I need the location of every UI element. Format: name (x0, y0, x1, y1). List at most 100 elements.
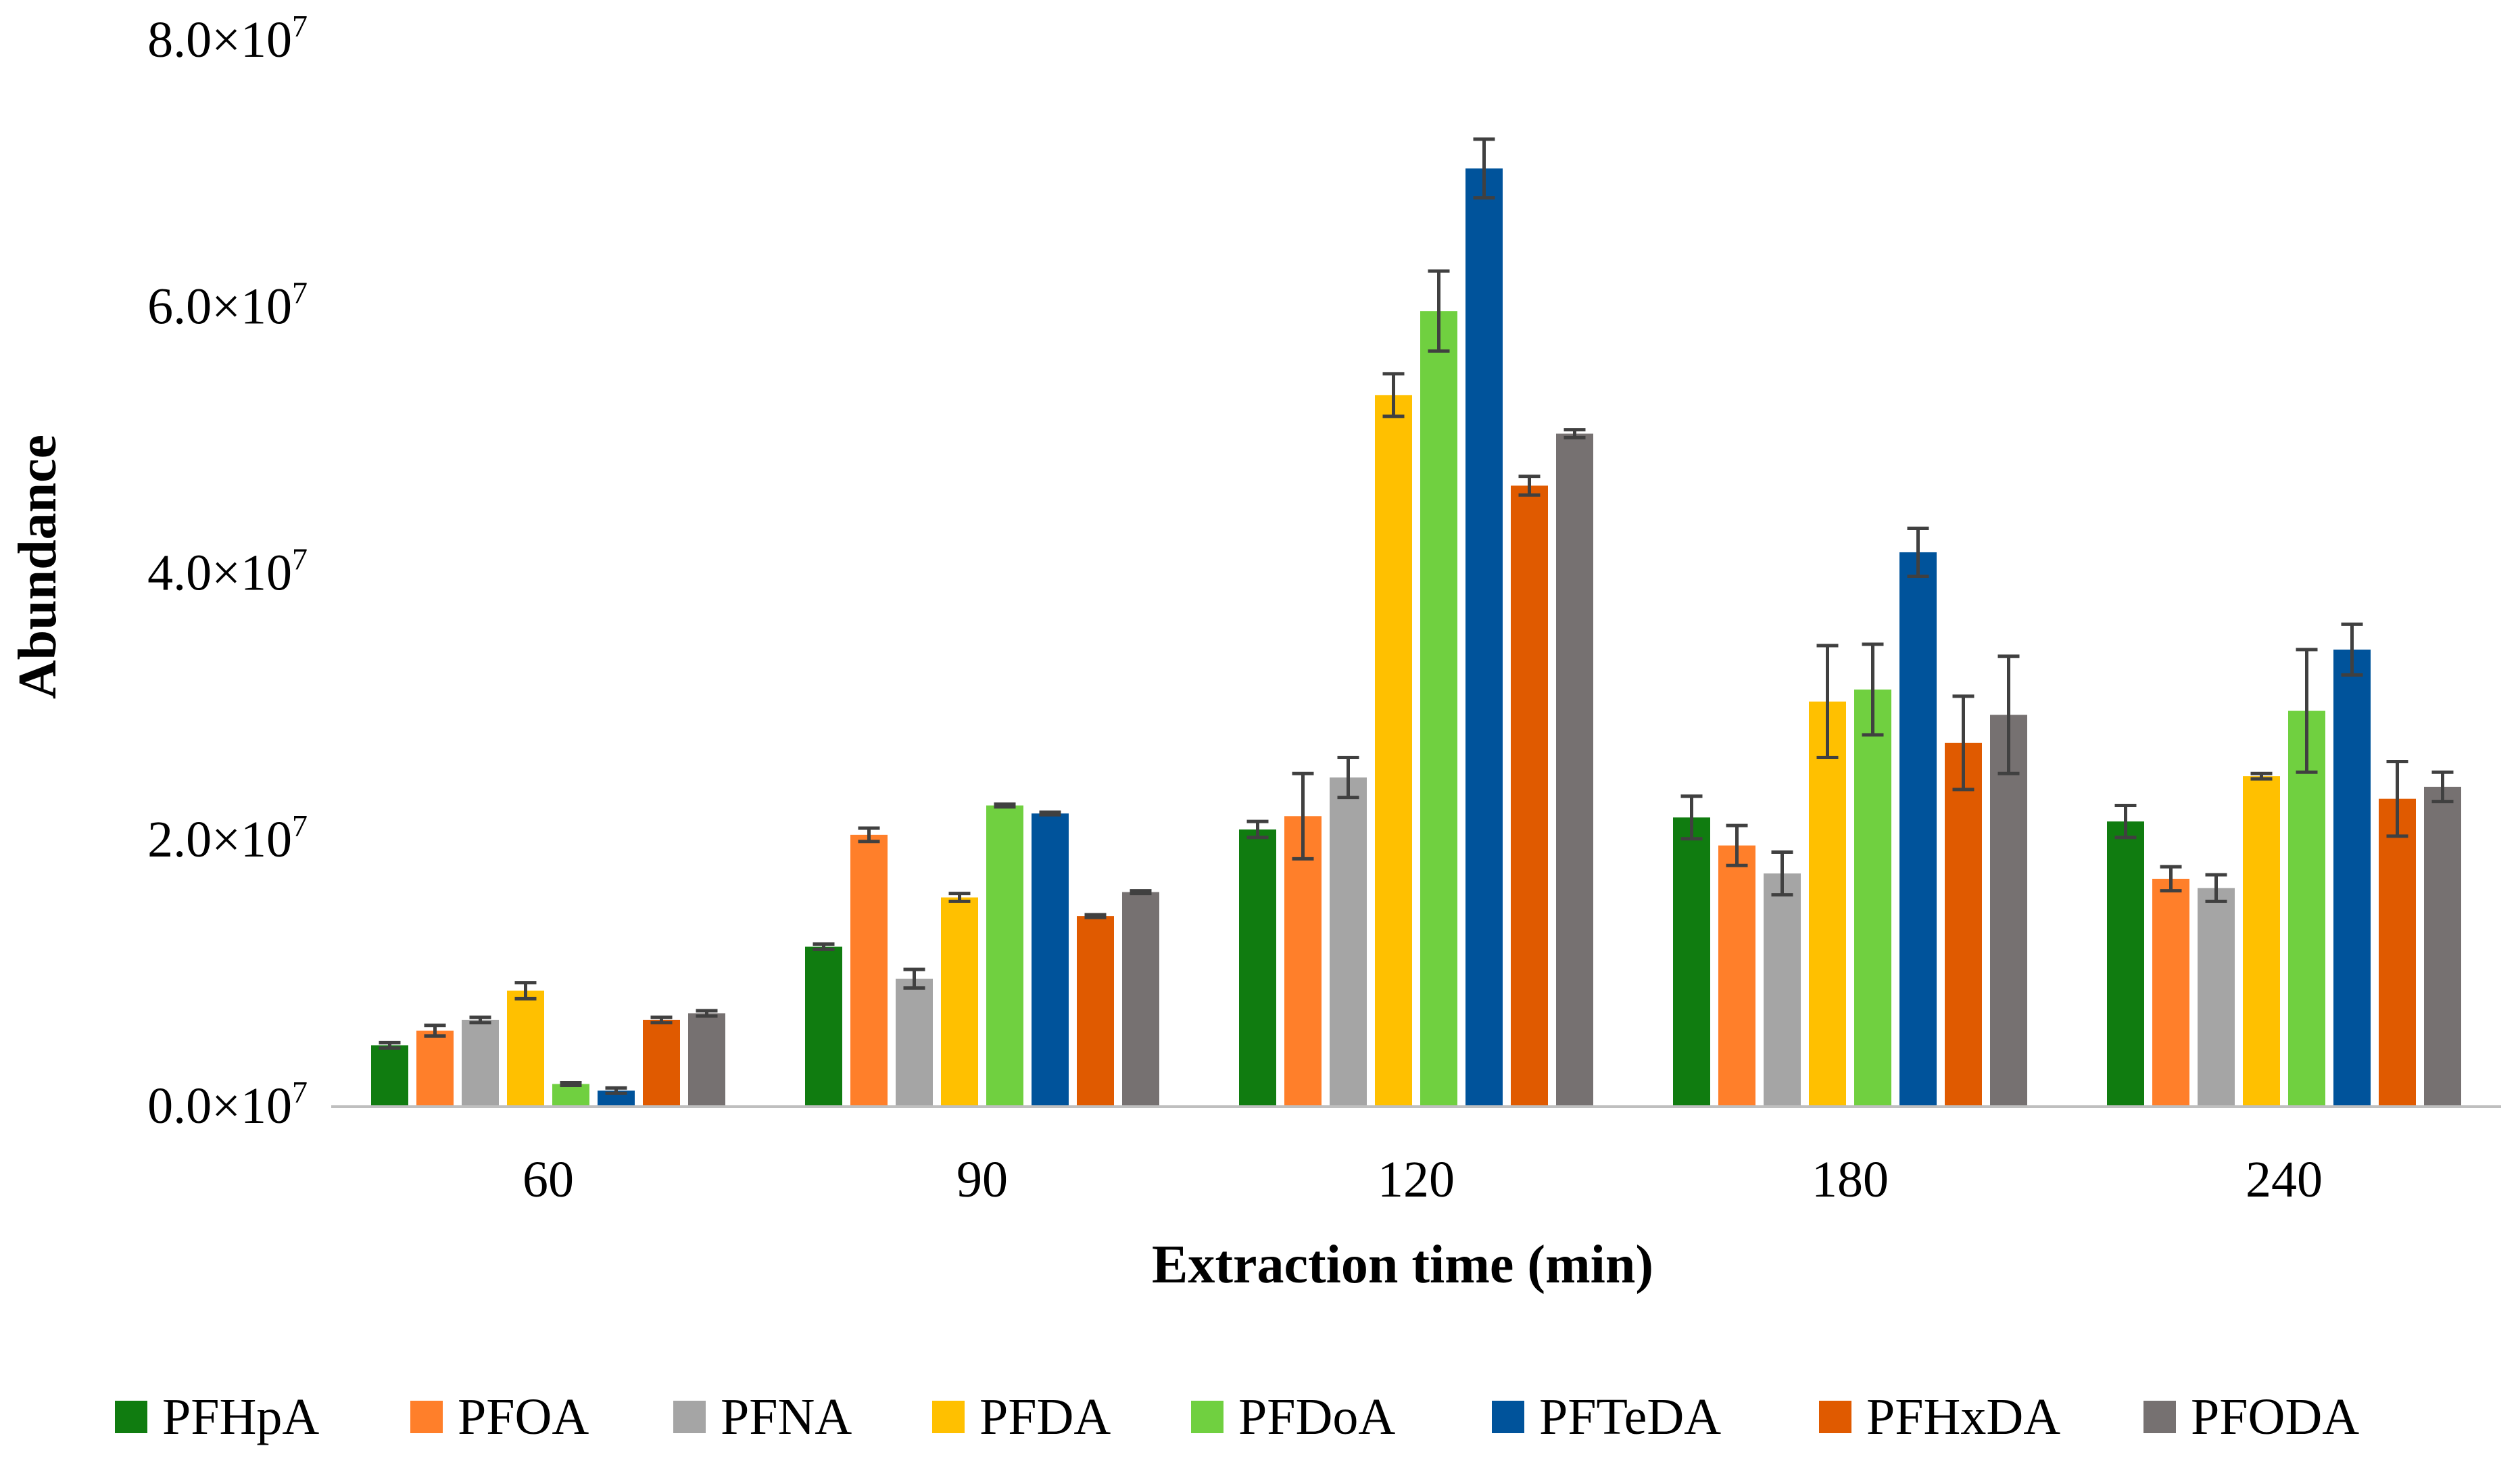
legend-item-pfoa: PFOA (410, 1389, 589, 1445)
x-tick-label: 90 (956, 1151, 1008, 1208)
legend-swatch (1191, 1401, 1223, 1433)
y-axis-ticks: 0.0×107 2.0×107 4.0×107 6.0×107 8.0×107 (147, 9, 308, 1134)
bar-pfda-240 (2243, 776, 2280, 1107)
bar-pfna-90 (896, 978, 933, 1107)
x-tick-label: 60 (523, 1151, 574, 1208)
bar-pfteda-180 (1899, 552, 1937, 1107)
error-bar-pfhxda-90 (1084, 913, 1107, 919)
bar-pfoda-90 (1122, 892, 1159, 1107)
bar-pfdoa-240 (2288, 711, 2325, 1107)
bar-pfhpa-240 (2107, 821, 2144, 1107)
bar-pfoda-60 (688, 1013, 725, 1107)
y-tick-label: 6.0×107 (147, 275, 308, 335)
error-bar-pfoda-120 (1564, 428, 1586, 439)
error-bar-pfoa-90 (858, 826, 880, 844)
bar-pfhxda-240 (2379, 798, 2416, 1107)
y-tick-label: 2.0×107 (147, 809, 308, 868)
bar-pfhpa-90 (805, 946, 842, 1107)
bar-pfna-120 (1330, 777, 1367, 1107)
error-bar-pfoa-180 (1726, 823, 1748, 867)
error-bar-pfoda-90 (1130, 889, 1152, 896)
error-bar-pfna-60 (469, 1015, 491, 1025)
bar-pfoa-180 (1718, 845, 1755, 1107)
bar-pfda-90 (941, 897, 978, 1107)
x-tick-label: 240 (2246, 1151, 2323, 1208)
error-bar-pfda-90 (948, 892, 971, 903)
bar-pfhxda-90 (1077, 916, 1114, 1107)
legend-swatch (1819, 1401, 1851, 1433)
legend: PFHpA PFOA PFNA PFDA PFDoA PFTeDA PFHxDA PFODA (115, 1389, 2359, 1445)
x-tick-label: 120 (1378, 1151, 1455, 1208)
error-bar-pfoa-60 (424, 1024, 446, 1038)
error-bar-pfoda-180 (1997, 654, 2020, 775)
legend-item-pfdoa: PFDoA (1191, 1389, 1395, 1445)
legend-label: PFHpA (162, 1389, 319, 1445)
error-bar-pfhpa-180 (1680, 794, 1703, 841)
bar-pfhpa-180 (1673, 817, 1710, 1107)
bar-pfhpa-60 (371, 1045, 408, 1107)
bar-pfteda-120 (1465, 168, 1503, 1107)
error-bar-pfteda-120 (1473, 137, 1495, 200)
bar-pfdoa-90 (986, 805, 1023, 1107)
x-tick-label: 180 (1812, 1151, 1889, 1208)
error-bar-pfoda-240 (2431, 770, 2454, 804)
error-bar-pfteda-180 (1907, 526, 1929, 578)
error-bar-pfda-180 (1816, 644, 1839, 760)
error-bar-pfoa-120 (1292, 771, 1314, 861)
x-axis-ticks: 60 90 120 180 240 (523, 1151, 2323, 1208)
legend-label: PFHxDA (1866, 1389, 2060, 1445)
error-bar-pfhpa-240 (2114, 803, 2137, 840)
bar-pfhxda-60 (643, 1019, 680, 1107)
error-bar-pfdoa-120 (1428, 269, 1450, 353)
error-bar-pfdoa-240 (2296, 648, 2318, 774)
legend-label: PFODA (2191, 1389, 2359, 1445)
legend-item-pfoda: PFODA (2143, 1389, 2359, 1445)
legend-item-pfteda: PFTeDA (1492, 1389, 1721, 1445)
error-bar-pfna-180 (1771, 850, 1793, 897)
bar-pfda-60 (507, 990, 544, 1107)
bar-pfoa-90 (850, 834, 888, 1107)
bar-pfhxda-180 (1945, 742, 1982, 1107)
bar-pfteda-90 (1032, 813, 1069, 1107)
error-bar-pfna-90 (903, 967, 925, 990)
y-tick-label: 4.0×107 (147, 542, 308, 602)
bar-pfda-120 (1375, 395, 1412, 1107)
bar-pfhpa-120 (1239, 829, 1276, 1107)
legend-swatch (2143, 1401, 2176, 1433)
bar-pfna-180 (1764, 873, 1801, 1107)
error-bar-pfteda-90 (1039, 810, 1061, 817)
bar-pfda-180 (1809, 701, 1846, 1107)
error-bars-layer (379, 137, 2454, 1095)
bar-pfoa-60 (416, 1030, 454, 1107)
bar-pfna-240 (2198, 888, 2235, 1107)
bar-pfoa-240 (2152, 878, 2189, 1107)
error-bar-pfteda-240 (2341, 622, 2363, 677)
bar-pfdoa-180 (1854, 689, 1891, 1107)
error-bar-pfhpa-90 (813, 942, 835, 951)
bar-pfoda-120 (1556, 433, 1593, 1107)
error-bar-pfteda-60 (605, 1086, 627, 1095)
error-bar-pfhpa-120 (1246, 819, 1269, 840)
bars-layer (371, 168, 2461, 1107)
error-bar-pfhxda-180 (1952, 694, 1974, 792)
y-axis-title: Abundance (8, 435, 68, 699)
legend-label: PFTeDA (1539, 1389, 1721, 1445)
bar-pfoda-240 (2424, 786, 2461, 1107)
error-bar-pfna-120 (1337, 756, 1359, 800)
error-bar-pfhxda-120 (1518, 475, 1541, 497)
bar-pfna-60 (462, 1019, 499, 1107)
bar-pfteda-240 (2333, 649, 2371, 1107)
error-bar-pfdoa-60 (560, 1081, 582, 1087)
error-bar-pfoa-240 (2160, 865, 2182, 893)
legend-swatch (115, 1401, 147, 1433)
bar-pfhxda-120 (1511, 485, 1548, 1107)
x-axis-title: Extraction time (min) (1152, 1235, 1653, 1295)
legend-swatch (932, 1401, 965, 1433)
error-bar-pfdoa-90 (994, 802, 1016, 809)
legend-label: PFOA (458, 1389, 589, 1445)
legend-swatch (410, 1401, 443, 1433)
legend-label: PFNA (721, 1389, 852, 1445)
legend-swatch (1492, 1401, 1524, 1433)
error-bar-pfoda-60 (696, 1009, 718, 1018)
